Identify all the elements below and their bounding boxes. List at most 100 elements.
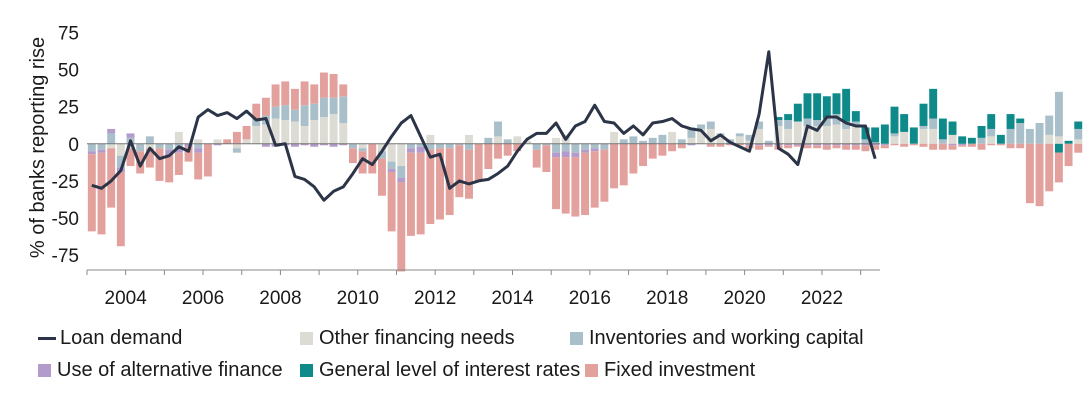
bar-segment <box>755 143 764 146</box>
bar-segment <box>813 120 822 126</box>
bar-segment <box>919 143 928 147</box>
bar-segment <box>726 143 735 146</box>
x-tick-label: 2004 <box>105 288 148 309</box>
bar-segment <box>87 143 96 152</box>
bar-segment <box>329 74 338 98</box>
bar-segment <box>407 143 415 149</box>
bar-segment <box>793 121 802 144</box>
x-tick-label: 2008 <box>259 288 301 309</box>
bar-segment <box>416 143 425 147</box>
bar-segment <box>300 125 309 144</box>
y-tick-label: -50 <box>52 209 79 230</box>
bar-segment <box>1045 143 1054 192</box>
bar-segment <box>290 121 299 144</box>
bar-segment <box>938 139 947 144</box>
bar-segment <box>252 103 261 119</box>
bar-segment <box>184 143 193 147</box>
x-tick-label: 2006 <box>182 288 224 309</box>
bar-segment <box>706 128 715 144</box>
bar-segment <box>145 136 154 144</box>
bar-segment <box>281 120 290 144</box>
x-tick-label: 2010 <box>337 288 379 309</box>
y-tick-label: 0 <box>68 135 79 156</box>
bar-segment <box>97 149 106 153</box>
bar-segment <box>793 143 802 146</box>
bar-segment <box>184 146 193 162</box>
bar-segment <box>822 118 831 126</box>
bar-segment <box>639 140 648 144</box>
bar-segment <box>1025 143 1034 204</box>
bar-segment <box>677 143 686 149</box>
bar-segment <box>484 143 493 170</box>
bar-segment <box>455 143 464 146</box>
bar-segment <box>1006 114 1015 129</box>
x-tick-label: 2016 <box>569 288 611 309</box>
legend-swatch <box>300 363 313 377</box>
bar-segment <box>784 120 793 129</box>
bar-segment <box>503 139 512 144</box>
bar-segment <box>358 151 367 174</box>
bar-segment <box>377 158 386 196</box>
bar-segment <box>426 134 435 144</box>
legend-label: Inventories and working capital <box>589 327 864 349</box>
bar-segment <box>465 143 473 150</box>
bar-segment <box>803 125 812 144</box>
x-tick-label: 2012 <box>414 288 456 309</box>
y-tick-label: -25 <box>52 172 79 193</box>
bar-segment <box>300 81 309 106</box>
bar-segment <box>397 166 406 178</box>
bar-segment <box>126 148 135 167</box>
legend-label: Fixed investment <box>604 359 756 381</box>
bar-segment <box>687 143 696 146</box>
bar-segment <box>948 121 957 135</box>
bar-segment <box>610 143 619 189</box>
bar-segment <box>861 145 870 152</box>
x-tick-label: 2020 <box>723 288 765 309</box>
bar-segment <box>735 133 744 137</box>
bar-segment <box>677 139 686 144</box>
bar-segment <box>339 96 348 123</box>
bar-segment <box>687 127 696 138</box>
bar-segment <box>1054 143 1063 153</box>
legend-item-interest-rates: General level of interest rates <box>300 354 585 386</box>
bar-segment <box>948 143 957 146</box>
bar-segment <box>697 124 706 129</box>
bar-segment <box>194 148 203 153</box>
bar-segment <box>136 143 145 152</box>
bar-segment <box>861 139 870 144</box>
bar-segment <box>793 103 802 122</box>
bar-segment <box>290 143 299 147</box>
y-tick-label: 50 <box>58 61 79 82</box>
bar-segment <box>871 127 880 143</box>
bar-segment <box>958 136 967 144</box>
bar-segment <box>552 152 560 158</box>
bar-segment <box>165 149 174 156</box>
bar-segment <box>542 145 551 172</box>
bar-segment <box>996 143 1005 146</box>
bar-segment <box>1035 143 1044 207</box>
bar-segment <box>668 143 677 152</box>
bar-segment <box>619 143 628 186</box>
bar-segment <box>1074 139 1083 144</box>
bar-segment <box>600 149 609 202</box>
bar-segment <box>319 143 328 146</box>
bar-segment <box>784 143 793 146</box>
bar-segment <box>948 145 957 150</box>
bar-segment <box>822 145 831 150</box>
bar-segment <box>319 97 328 118</box>
bar-segment <box>832 145 841 149</box>
bar-segment <box>513 143 522 152</box>
bar-segment <box>348 143 357 149</box>
bar-segment <box>339 123 348 144</box>
bar-segment <box>126 133 135 138</box>
bar-segment <box>842 88 851 122</box>
bar-segment <box>397 177 406 183</box>
bar-segment <box>803 143 812 146</box>
bar-segment <box>300 143 309 146</box>
bar-segment <box>813 143 822 146</box>
bar-segment <box>87 154 96 232</box>
bar-segment <box>987 114 996 129</box>
bar-segment <box>871 142 880 144</box>
bar-segment <box>571 157 580 217</box>
bar-segment <box>261 124 270 144</box>
